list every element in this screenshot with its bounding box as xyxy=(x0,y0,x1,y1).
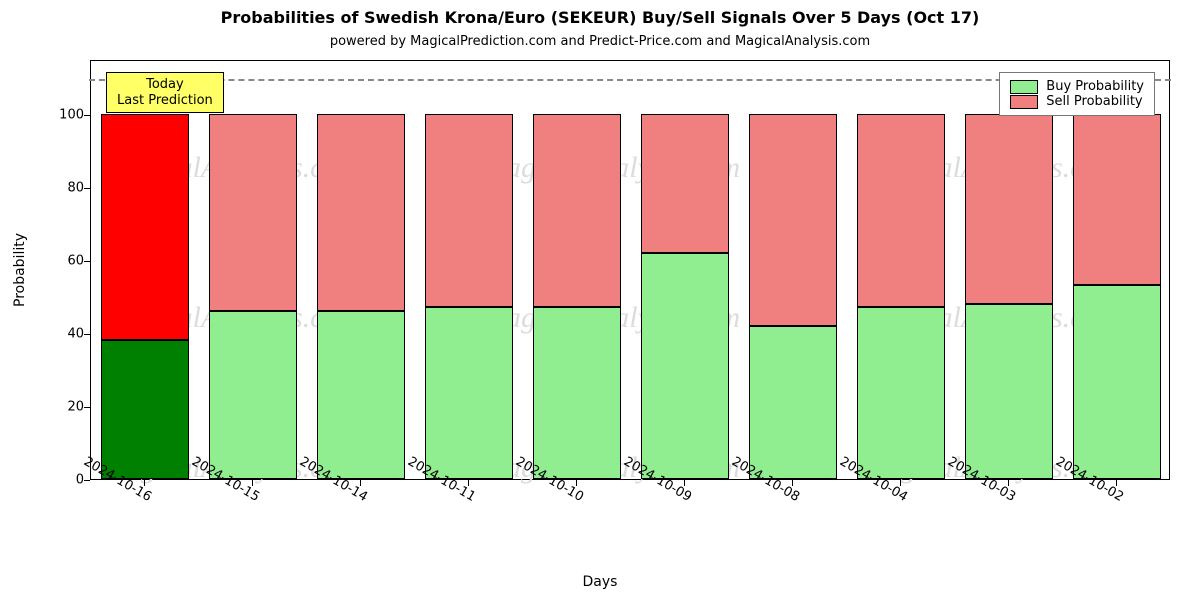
x-tick xyxy=(144,480,145,486)
legend-swatch-buy xyxy=(1010,80,1038,94)
legend-label-buy: Buy Probability xyxy=(1046,79,1144,94)
chart-container: Probabilities of Swedish Krona/Euro (SEK… xyxy=(0,0,1200,600)
x-tick xyxy=(792,480,793,486)
x-tick xyxy=(576,480,577,486)
today-annotation: Today Last Prediction xyxy=(106,72,224,113)
legend-item-buy: Buy Probability xyxy=(1010,79,1144,94)
y-tick-label: 80 xyxy=(4,180,84,195)
legend-swatch-sell xyxy=(1010,95,1038,109)
bar-sell xyxy=(425,114,514,308)
chart-title: Probabilities of Swedish Krona/Euro (SEK… xyxy=(0,8,1200,27)
legend-item-sell: Sell Probability xyxy=(1010,94,1144,109)
bar-sell xyxy=(101,114,190,340)
x-tick xyxy=(360,480,361,486)
legend-label-sell: Sell Probability xyxy=(1046,94,1142,109)
y-tick-label: 60 xyxy=(4,253,84,268)
x-tick xyxy=(252,480,253,486)
bar-buy xyxy=(1073,285,1162,479)
bar-sell xyxy=(209,114,298,311)
x-tick xyxy=(468,480,469,486)
y-tick-label: 100 xyxy=(4,107,84,122)
bar-sell xyxy=(533,114,622,308)
bar-sell xyxy=(641,114,730,253)
bar-sell xyxy=(1073,114,1162,286)
x-axis-label: Days xyxy=(0,574,1200,590)
bar-sell xyxy=(857,114,946,308)
x-tick xyxy=(1116,480,1117,486)
annotation-line1: Today xyxy=(117,77,213,93)
bar-sell xyxy=(317,114,406,311)
y-tick xyxy=(84,480,90,481)
bar-sell xyxy=(965,114,1054,304)
x-tick xyxy=(684,480,685,486)
y-tick xyxy=(84,188,90,189)
x-tick xyxy=(900,480,901,486)
y-tick-label: 40 xyxy=(4,326,84,341)
y-tick xyxy=(84,407,90,408)
chart-subtitle: powered by MagicalPrediction.com and Pre… xyxy=(0,34,1200,49)
y-tick-label: 0 xyxy=(4,473,84,488)
legend: Buy Probability Sell Probability xyxy=(999,72,1155,116)
y-tick xyxy=(84,334,90,335)
annotation-line2: Last Prediction xyxy=(117,93,213,109)
y-tick xyxy=(84,115,90,116)
y-axis-label: Probability xyxy=(12,233,28,307)
y-tick xyxy=(84,261,90,262)
x-tick xyxy=(1008,480,1009,486)
plot-area: MagicalAnalysis.comMagicalAnalysis.comMa… xyxy=(90,60,1170,480)
bar-sell xyxy=(749,114,838,326)
y-tick-label: 20 xyxy=(4,399,84,414)
